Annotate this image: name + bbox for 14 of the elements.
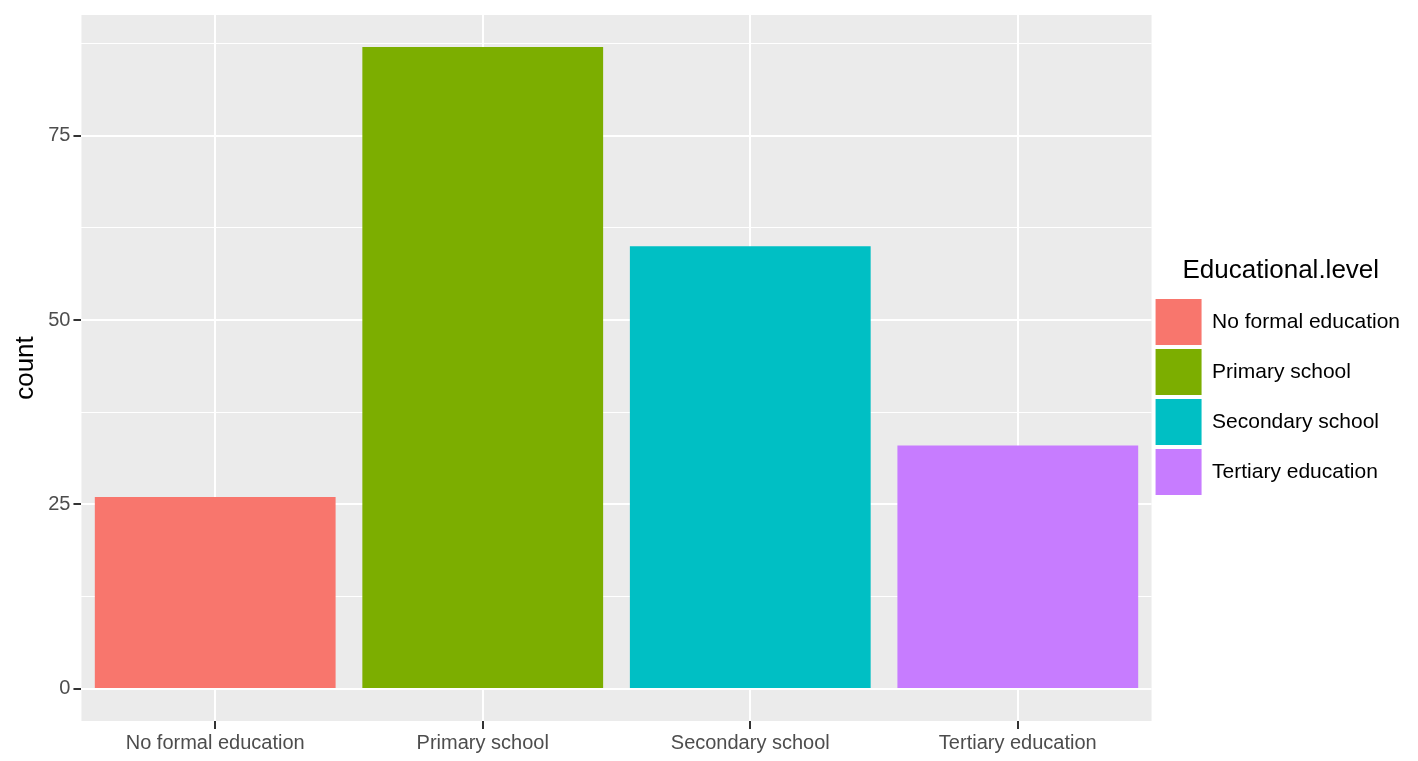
legend-label: Primary school (1212, 358, 1351, 382)
y-axis-title: count (8, 335, 39, 400)
x-tick-label: Secondary school (670, 730, 830, 753)
y-tick-label: 75 (48, 123, 71, 146)
y-tick-label: 0 (59, 676, 71, 699)
legend-label: No formal education (1212, 308, 1400, 332)
legend-label: Secondary school (1212, 408, 1379, 432)
legend-label: Tertiary education (1212, 458, 1378, 482)
x-tick-label: No formal education (125, 730, 305, 753)
y-tick-label: 50 (48, 307, 71, 330)
legend-title: Educational.level (1182, 254, 1380, 285)
y-tick-label: 25 (48, 491, 71, 514)
x-tick-label: Primary school (416, 730, 549, 753)
x-tick-label: Tertiary education (938, 730, 1097, 753)
